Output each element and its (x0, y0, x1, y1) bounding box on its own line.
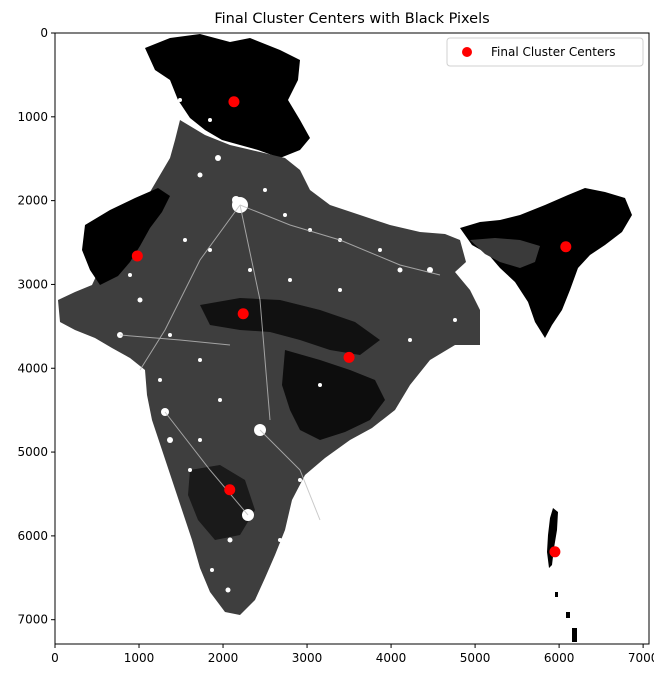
cluster-center-point (343, 351, 355, 363)
x-tick-label: 2000 (208, 651, 239, 665)
map-island-small (566, 612, 570, 618)
legend: Final Cluster Centers (446, 37, 644, 67)
cluster-center-point (228, 96, 240, 108)
y-tick-label: 1000 (17, 110, 48, 124)
points-layer (131, 96, 572, 558)
map-region-northeast-grey (470, 238, 540, 268)
x-tick-label: 1000 (124, 651, 155, 665)
light-streaks (119, 204, 441, 521)
legend-box (446, 37, 644, 67)
map-region-east-central (282, 350, 385, 440)
map-image (58, 34, 632, 642)
x-tick-label: 4000 (376, 651, 407, 665)
x-axis: 0 1000 2000 3000 4000 5000 6000 7000 (51, 644, 654, 665)
plot-frame (54, 32, 650, 645)
cluster-center-point (224, 484, 236, 496)
y-tick-label: 2000 (17, 194, 48, 208)
map-region-west (82, 188, 170, 285)
cluster-center-point (131, 250, 143, 262)
y-tick-label: 5000 (17, 445, 48, 459)
map-region-northeast (460, 188, 632, 338)
y-tick-label: 4000 (17, 361, 48, 375)
x-tick-label: 5000 (460, 651, 491, 665)
x-tick-label: 6000 (544, 651, 575, 665)
y-tick-label: 7000 (17, 613, 48, 627)
x-tick-label: 0 (51, 651, 59, 665)
map-region-south-patch (188, 465, 255, 540)
map-island-small (572, 628, 577, 642)
map-region-north (145, 34, 310, 158)
x-tick-label: 7000 (628, 651, 654, 665)
y-axis: 0 1000 2000 3000 4000 5000 6000 7000 (17, 26, 55, 627)
chart-title: Final Cluster Centers with Black Pixels (214, 11, 489, 27)
y-tick-label: 0 (40, 26, 48, 40)
x-tick-label: 3000 (292, 651, 323, 665)
cluster-center-point (549, 546, 561, 558)
legend-label: Final Cluster Centers (491, 45, 616, 59)
cluster-center-point (560, 241, 572, 253)
legend-marker (462, 47, 472, 57)
y-tick-label: 6000 (17, 529, 48, 543)
y-tick-label: 3000 (17, 277, 48, 291)
map-island-small (555, 592, 558, 597)
cluster-center-point (237, 308, 249, 320)
map-region-mainland (58, 120, 480, 615)
